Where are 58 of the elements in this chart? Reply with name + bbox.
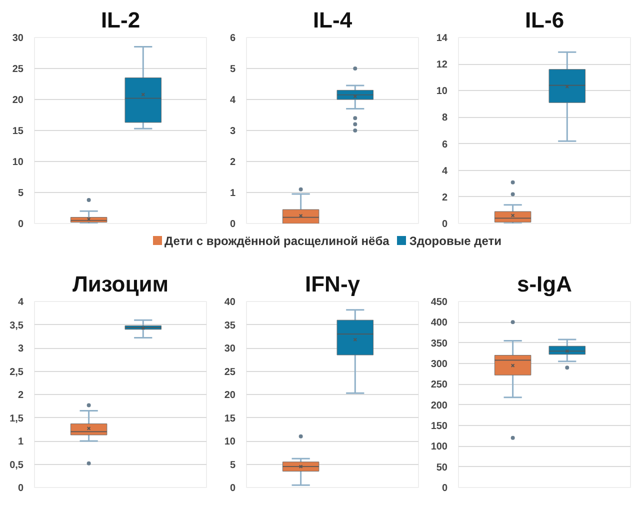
y-tick-label: 0 — [18, 483, 24, 494]
chart-title: IL-4 — [312, 8, 353, 32]
y-tick-label: 6 — [230, 33, 236, 44]
chart-title: IFN-γ — [305, 272, 361, 296]
y-tick-label: 4 — [18, 297, 24, 308]
y-tick-label: 5 — [230, 64, 236, 75]
y-tick-label: 5 — [18, 188, 24, 199]
y-tick-label: 6 — [442, 139, 448, 150]
y-tick-label: 3,5 — [10, 320, 24, 332]
y-tick-label: 40 — [224, 297, 236, 308]
chart-title: IL-6 — [524, 8, 564, 32]
y-tick-label: 12 — [436, 60, 448, 71]
y-tick-label: 0 — [230, 219, 236, 230]
y-tick-label: 250 — [430, 380, 448, 391]
legend-label: Дети с врождённой расщелиной нёба — [164, 234, 390, 248]
y-tick-label: 150 — [430, 421, 448, 432]
y-tick-label: 1 — [230, 188, 236, 199]
y-tick-label: 15 — [224, 413, 236, 424]
y-tick-label: 0 — [230, 483, 236, 494]
y-tick-label: 20 — [12, 95, 24, 106]
y-tick-label: 450 — [430, 297, 448, 308]
y-tick-label: 30 — [224, 344, 236, 354]
y-tick-label: 0,5 — [10, 460, 24, 471]
y-tick-label: 2,5 — [10, 366, 24, 378]
y-tick-label: 0 — [442, 483, 448, 494]
y-tick-label: 25 — [12, 64, 24, 75]
y-tick-label: 200 — [430, 400, 448, 412]
y-tick-label: 20 — [224, 390, 236, 401]
y-tick-label: 400 — [430, 318, 448, 329]
chart-title: s-IgA — [517, 272, 572, 296]
legend-label: Здоровые дети — [409, 234, 502, 248]
y-tick-label: 350 — [430, 338, 448, 350]
chart-title: IL-2 — [100, 8, 140, 32]
y-tick-label: 300 — [430, 359, 448, 370]
y-tick-label: 0 — [18, 219, 24, 230]
y-tick-label: 8 — [442, 112, 448, 124]
y-tick-label: 5 — [230, 460, 236, 471]
y-tick-label: 10 — [224, 436, 236, 448]
y-tick-label: 1,5 — [10, 413, 24, 424]
y-tick-label: 25 — [224, 366, 236, 378]
y-tick-label: 50 — [436, 462, 448, 474]
y-tick-label: 2 — [230, 157, 236, 168]
y-tick-label: 3 — [18, 344, 24, 354]
y-tick-label: 0 — [442, 219, 448, 230]
y-tick-label: 2 — [18, 390, 24, 401]
y-tick-label: 4 — [230, 95, 236, 106]
y-tick-label: 14 — [436, 33, 448, 44]
y-tick-label: 2 — [442, 192, 448, 204]
y-tick-label: 35 — [224, 320, 236, 332]
y-tick-label: 15 — [12, 126, 24, 137]
y-tick-label: 10 — [436, 86, 448, 98]
y-tick-label: 4 — [442, 166, 448, 177]
chart-title: Лизоцим — [72, 272, 169, 296]
y-tick-label: 100 — [430, 442, 448, 453]
y-tick-label: 3 — [230, 126, 236, 137]
y-tick-label: 30 — [12, 33, 24, 44]
y-tick-label: 1 — [18, 436, 24, 448]
y-tick-label: 10 — [12, 157, 24, 168]
